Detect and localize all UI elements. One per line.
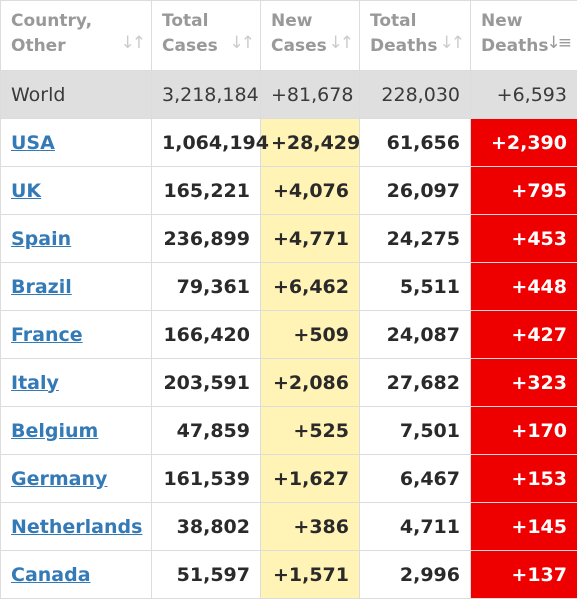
country-link[interactable]: France [11,324,83,346]
new-cases-cell: +509 [261,311,360,359]
world-row: World 3,218,184 +81,678 228,030 +6,593 [1,71,577,119]
country-cell: UK [1,167,152,215]
country-link[interactable]: Germany [11,468,107,490]
total-cases-cell: 1,064,194 [152,119,261,167]
total-deaths-cell: 27,682 [360,359,471,407]
country-link[interactable]: Italy [11,372,59,394]
total-deaths-cell: 6,467 [360,455,471,503]
new-cases-cell: +2,086 [261,359,360,407]
country-link[interactable]: Canada [11,564,91,586]
total-cases-cell: 161,539 [152,455,261,503]
total-deaths-cell: 5,511 [360,263,471,311]
country-link[interactable]: Belgium [11,420,98,442]
total-cases-cell: 51,597 [152,551,261,599]
world-label: World [1,71,152,119]
country-cell: Brazil [1,263,152,311]
total-cases-cell: 203,591 [152,359,261,407]
country-cell: France [1,311,152,359]
sort-icon[interactable]: ↓↑ [121,31,144,56]
total-deaths-cell: 61,656 [360,119,471,167]
country-cell: Germany [1,455,152,503]
new-deaths-cell: +145 [471,503,577,551]
total-deaths-cell: 7,501 [360,407,471,455]
total-cases-cell: 79,361 [152,263,261,311]
country-cell: Belgium [1,407,152,455]
new-deaths-cell: +323 [471,359,577,407]
country-link[interactable]: UK [11,180,41,202]
total-deaths-cell: 2,996 [360,551,471,599]
country-cell: USA [1,119,152,167]
new-deaths-cell: +170 [471,407,577,455]
country-cell: Italy [1,359,152,407]
new-cases-cell: +386 [261,503,360,551]
country-cell: Spain [1,215,152,263]
new-deaths-cell: +448 [471,263,577,311]
sort-desc-icon[interactable]: ↓≡ [547,31,570,56]
new-deaths-cell: +795 [471,167,577,215]
total-cases-cell: 38,802 [152,503,261,551]
country-cell: Canada [1,551,152,599]
country-link[interactable]: Spain [11,228,71,250]
country-link[interactable]: Netherlands [11,516,142,538]
country-link[interactable]: USA [11,132,55,154]
country-cell: Netherlands [1,503,152,551]
new-cases-cell: +525 [261,407,360,455]
total-cases-cell: 165,221 [152,167,261,215]
new-deaths-cell: +427 [471,311,577,359]
new-cases-cell: +28,429 [261,119,360,167]
world-total-cases: 3,218,184 [152,71,261,119]
world-new-deaths: +6,593 [471,71,577,119]
world-new-cases: +81,678 [261,71,360,119]
sort-icon[interactable]: ↓↑ [230,31,253,56]
new-cases-cell: +6,462 [261,263,360,311]
new-cases-cell: +1,571 [261,551,360,599]
new-deaths-cell: +137 [471,551,577,599]
new-cases-cell: +4,076 [261,167,360,215]
header-country[interactable]: Country,Other↓↑ [1,1,152,71]
total-deaths-cell: 26,097 [360,167,471,215]
total-cases-cell: 166,420 [152,311,261,359]
new-cases-cell: +1,627 [261,455,360,503]
total-deaths-cell: 24,087 [360,311,471,359]
new-deaths-cell: +453 [471,215,577,263]
new-deaths-cell: +2,390 [471,119,577,167]
sort-icon[interactable]: ↓↑ [440,31,463,56]
world-total-deaths: 228,030 [360,71,471,119]
total-deaths-cell: 4,711 [360,503,471,551]
new-cases-cell: +4,771 [261,215,360,263]
country-link[interactable]: Brazil [11,276,72,298]
total-cases-cell: 47,859 [152,407,261,455]
new-deaths-cell: +153 [471,455,577,503]
total-cases-cell: 236,899 [152,215,261,263]
sort-icon[interactable]: ↓↑ [329,31,352,56]
total-deaths-cell: 24,275 [360,215,471,263]
